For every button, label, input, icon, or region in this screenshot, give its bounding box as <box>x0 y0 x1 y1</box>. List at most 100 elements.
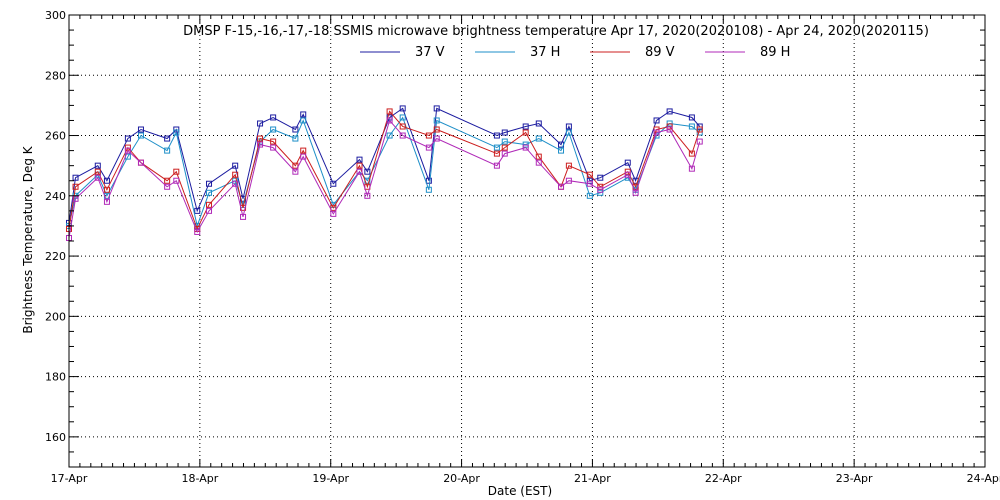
data-point <box>586 192 593 199</box>
data-point <box>164 183 171 190</box>
data-point <box>232 162 239 169</box>
data-point <box>292 126 299 133</box>
data-point <box>688 123 695 130</box>
x-tick-label: 24-Apr <box>967 472 1000 485</box>
legend-item: 89 H <box>705 45 790 60</box>
data-point <box>522 123 529 130</box>
x-tick-label: 17-Apr <box>51 472 88 485</box>
data-point <box>522 144 529 151</box>
series-line <box>68 107 701 223</box>
data-point <box>565 129 572 136</box>
data-point <box>270 138 277 145</box>
ticks <box>68 14 986 468</box>
data-point <box>386 108 393 115</box>
data-point <box>330 180 337 187</box>
series-89v <box>66 108 703 232</box>
data-point <box>330 210 337 217</box>
data-point <box>666 108 673 115</box>
data-point <box>356 162 363 169</box>
data-point <box>558 183 565 190</box>
data-point <box>425 186 432 193</box>
data-point <box>425 177 432 184</box>
data-point <box>501 144 508 151</box>
data-point <box>240 213 247 220</box>
data-point <box>137 126 144 133</box>
data-point <box>688 150 695 157</box>
data-point <box>292 162 299 169</box>
data-point <box>270 114 277 121</box>
data-point <box>386 132 393 139</box>
legend-label: 89 V <box>645 45 675 60</box>
data-point <box>696 138 703 145</box>
y-axis-title: Brightness Temperature, Deg K <box>21 145 35 333</box>
data-point <box>257 135 264 142</box>
data-point <box>173 168 180 175</box>
x-tick-label: 20-Apr <box>443 472 480 485</box>
data-point <box>292 135 299 142</box>
data-point <box>206 207 213 214</box>
data-point <box>586 180 593 187</box>
data-point <box>270 126 277 133</box>
data-point <box>501 129 508 136</box>
data-point <box>164 147 171 154</box>
tick-labels: 17-Apr 18-Apr 19-Apr 20-Apr 21-Apr 22-Apr 23-A… <box>45 9 1000 485</box>
grid <box>69 15 985 467</box>
legend-label: 89 H <box>760 45 790 60</box>
data-point <box>688 114 695 121</box>
x-tick-label: 19-Apr <box>312 472 349 485</box>
series-37h <box>66 114 703 229</box>
data-point <box>666 126 673 133</box>
x-tick-label: 23-Apr <box>836 472 873 485</box>
y-tick-label: 220 <box>45 250 66 263</box>
series-line <box>68 119 701 239</box>
data-point <box>232 171 239 178</box>
data-point <box>194 228 201 235</box>
data-point <box>72 183 79 190</box>
data-point <box>206 201 213 208</box>
data-point <box>94 168 101 175</box>
data-point <box>257 141 264 148</box>
data-point <box>137 159 144 166</box>
series-layer <box>66 105 703 241</box>
data-point <box>696 123 703 130</box>
data-point <box>103 186 110 193</box>
chart-title: DMSP F-15,-16,-17,-18 SSMIS microwave br… <box>183 24 929 39</box>
data-point <box>124 135 131 142</box>
data-point <box>356 156 363 163</box>
data-point <box>433 135 440 142</box>
data-point <box>688 165 695 172</box>
data-point <box>565 162 572 169</box>
legend-label: 37 V <box>415 45 445 60</box>
data-point <box>558 147 565 154</box>
data-point <box>565 123 572 130</box>
data-point <box>624 159 631 166</box>
legend: 37 V 37 H 89 V 89 H <box>360 45 790 60</box>
data-point <box>565 177 572 184</box>
data-point <box>356 168 363 175</box>
series-37v <box>66 105 703 226</box>
data-point <box>124 147 131 154</box>
data-point <box>103 177 110 184</box>
series-line <box>68 116 701 228</box>
x-tick-label: 22-Apr <box>705 472 742 485</box>
data-point <box>364 168 371 175</box>
data-point <box>206 189 213 196</box>
data-point <box>433 105 440 112</box>
data-point <box>300 111 307 118</box>
data-point <box>94 174 101 181</box>
legend-item: 89 V <box>590 45 675 60</box>
x-tick-label: 18-Apr <box>181 472 218 485</box>
data-point <box>493 162 500 169</box>
data-point <box>493 144 500 151</box>
series-89h <box>66 117 703 241</box>
data-point <box>232 180 239 187</box>
data-point <box>535 159 542 166</box>
data-point <box>597 186 604 193</box>
data-point <box>597 174 604 181</box>
data-point <box>493 132 500 139</box>
data-point <box>624 171 631 178</box>
data-point <box>535 135 542 142</box>
data-point <box>399 105 406 112</box>
plot-frame <box>68 14 986 468</box>
data-point <box>501 138 508 145</box>
